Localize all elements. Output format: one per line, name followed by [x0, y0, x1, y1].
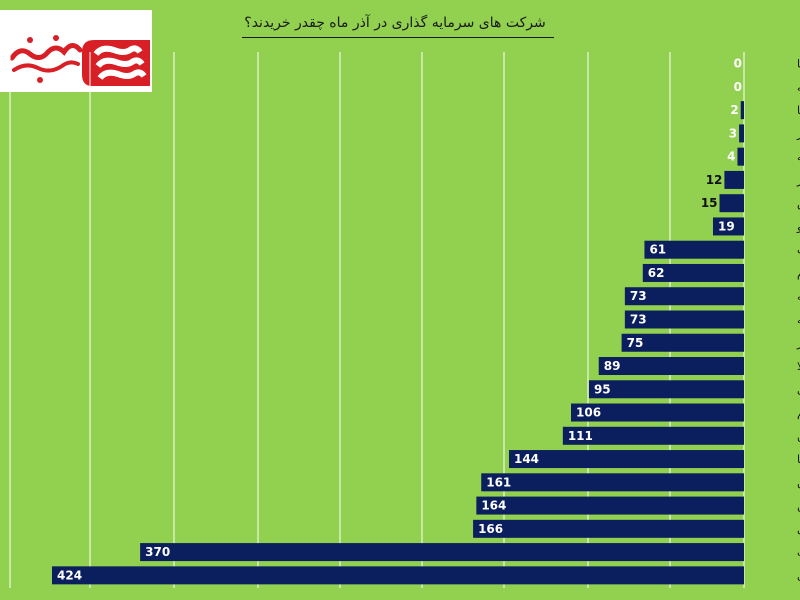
logo — [0, 10, 152, 92]
data-label: 4 — [727, 150, 735, 164]
category-label: وبهمن — [797, 500, 800, 513]
category-label: سرچشمه — [797, 81, 800, 94]
data-label: 62 — [648, 266, 665, 280]
bar — [473, 519, 744, 538]
bar — [737, 147, 744, 166]
data-label: 73 — [630, 289, 647, 303]
data-label: 0 — [734, 57, 742, 71]
data-label: 111 — [568, 429, 593, 443]
category-label: وصنعت — [797, 546, 800, 559]
bar — [621, 333, 744, 352]
data-label: 144 — [514, 452, 539, 466]
title-underline — [242, 37, 554, 38]
data-label: 0 — [734, 80, 742, 94]
bar — [588, 380, 744, 399]
category-label: وسپه — [797, 313, 800, 326]
data-label: 164 — [481, 499, 506, 513]
category-label: گوهران — [797, 430, 800, 443]
data-label: 19 — [718, 219, 735, 233]
chart-title: شرکت های سرمایه گذاری در آذر ماه چقدر خر… — [244, 15, 546, 31]
category-label: وبیمه — [797, 151, 800, 164]
data-label: 15 — [701, 196, 718, 210]
data-label: 166 — [478, 522, 503, 536]
data-label: 89 — [604, 359, 621, 373]
bar — [476, 496, 744, 515]
category-label: وساپا — [797, 104, 800, 117]
bar — [571, 403, 744, 422]
data-label: 161 — [486, 475, 511, 489]
bar — [644, 240, 744, 259]
category-label: وتوسم — [797, 407, 800, 420]
data-label: 73 — [630, 312, 647, 326]
data-label: 370 — [145, 545, 170, 559]
bar — [52, 566, 744, 585]
bar — [624, 310, 744, 329]
data-label: 106 — [576, 406, 601, 420]
bar — [712, 217, 744, 236]
category-label: وبوعلی — [797, 523, 800, 536]
category-label: سربیر — [796, 174, 800, 187]
bar — [724, 170, 744, 189]
category-label: وسپه — [797, 290, 800, 303]
bar — [598, 357, 744, 376]
category-label: پردیس — [797, 197, 800, 210]
category-label: واعتبار — [796, 337, 800, 350]
bar — [719, 194, 744, 213]
bar — [481, 473, 744, 492]
category-label: واتی — [797, 383, 800, 396]
data-label: 75 — [627, 336, 644, 350]
category-label: وسکاب — [797, 244, 800, 257]
bar — [739, 124, 744, 143]
data-label: 61 — [649, 243, 666, 257]
category-label: وصنا — [797, 453, 800, 466]
bar — [508, 450, 744, 469]
bar — [140, 543, 744, 562]
data-label: 424 — [57, 568, 82, 582]
category-label: وفارزم — [797, 267, 800, 280]
data-label: 95 — [594, 382, 611, 396]
bar — [624, 287, 744, 306]
bar — [642, 263, 744, 282]
bar — [740, 101, 744, 120]
category-label: اعتلا — [797, 360, 800, 373]
category-label: وکارو — [796, 220, 800, 233]
category-label: وسبحان — [797, 476, 800, 489]
data-label: 2 — [730, 103, 738, 117]
logo-mark — [9, 35, 150, 86]
category-label: ونیکی — [797, 569, 800, 582]
bar — [562, 426, 744, 445]
data-label: 3 — [729, 126, 737, 140]
category-label: وتوصا — [797, 58, 800, 71]
data-label: 12 — [706, 173, 723, 187]
category-label: وگستر — [796, 127, 800, 140]
